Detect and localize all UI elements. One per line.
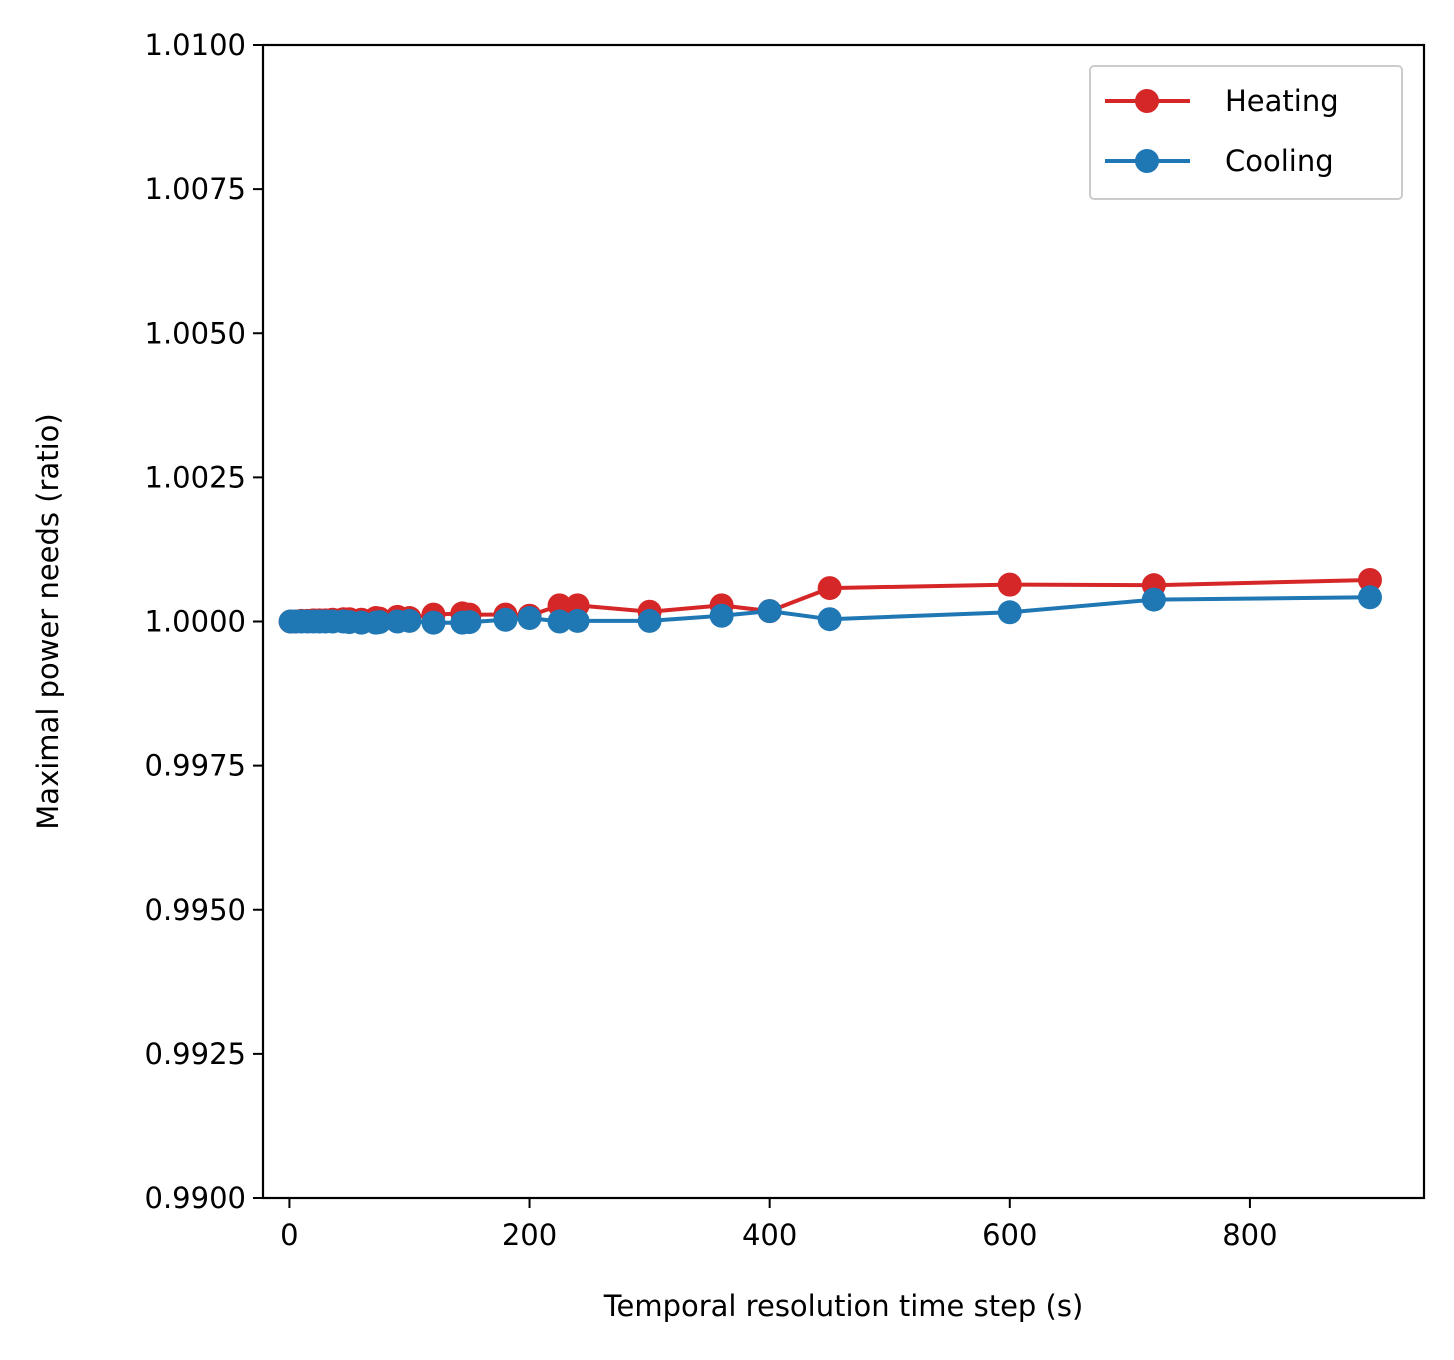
x-tick-label: 800 <box>1222 1218 1277 1252</box>
x-tick-label: 200 <box>502 1218 557 1252</box>
series-point-cooling <box>637 608 662 633</box>
series-point-heating <box>997 572 1022 597</box>
series-point-heating <box>817 576 842 601</box>
series-point-cooling <box>817 607 842 632</box>
x-tick-label: 600 <box>982 1218 1037 1252</box>
series-point-cooling <box>1141 587 1166 612</box>
y-axis-label: Maximal power needs (ratio) <box>31 413 65 829</box>
legend-label-cooling: Cooling <box>1225 144 1334 178</box>
legend-marker-cooling <box>1135 149 1159 173</box>
series-point-cooling <box>1357 585 1382 610</box>
y-tick-label: 1.0050 <box>145 316 246 350</box>
series-point-heating <box>1357 567 1382 592</box>
legend-label-heating: Heating <box>1225 84 1339 118</box>
series-point-cooling <box>547 609 572 634</box>
series-point-cooling <box>565 608 590 633</box>
series-point-cooling <box>421 610 446 635</box>
series-point-cooling <box>757 599 782 624</box>
series-point-cooling <box>457 610 482 635</box>
axis-ticks: 0 200 400 600 800 0.9900 0.9925 0.9950 0.9975 1.0… <box>145 28 1278 1252</box>
series-point-cooling <box>709 603 734 628</box>
y-tick-label: 1.0075 <box>145 172 246 206</box>
series-point-cooling <box>493 607 518 632</box>
series-point-cooling <box>397 608 422 633</box>
x-axis-label: Temporal resolution time step (s) <box>603 1289 1084 1323</box>
series-point-cooling <box>997 600 1022 625</box>
legend: Heating Cooling <box>1089 65 1403 200</box>
y-tick-label: 0.9900 <box>145 1181 246 1215</box>
x-tick-label: 0 <box>280 1218 298 1252</box>
y-tick-label: 1.0100 <box>145 28 246 62</box>
series-point-cooling <box>367 610 392 635</box>
x-tick-label: 400 <box>742 1218 797 1252</box>
y-tick-label: 1.0025 <box>145 460 246 494</box>
legend-entries: Heating Cooling <box>1105 84 1339 178</box>
legend-marker-heating <box>1135 89 1159 113</box>
y-tick-label: 0.9975 <box>145 749 246 783</box>
y-tick-label: 0.9950 <box>145 893 246 927</box>
series-point-cooling <box>517 606 542 631</box>
y-tick-label: 1.0000 <box>145 605 246 639</box>
y-tick-label: 0.9925 <box>145 1037 246 1071</box>
plot-marks <box>278 567 1382 635</box>
